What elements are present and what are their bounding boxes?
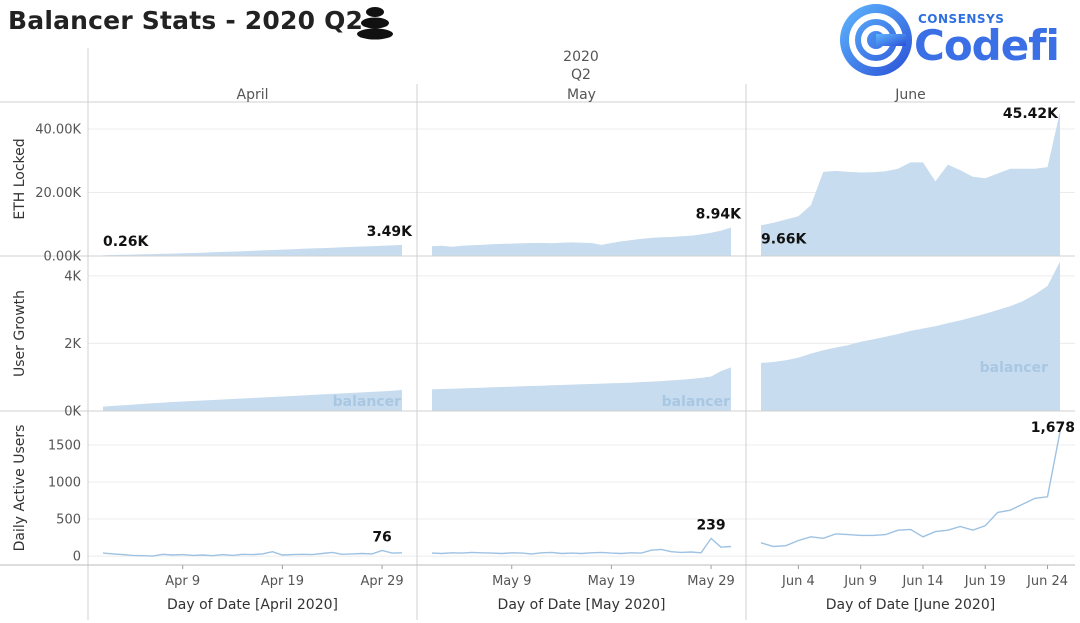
- balancer-logo-icon: [357, 7, 393, 40]
- area-series-0-0: [103, 244, 402, 256]
- balancer-watermark: balancer: [662, 394, 730, 410]
- x-tick-label: Jun 19: [964, 574, 1006, 589]
- column-header-may: May: [567, 87, 596, 103]
- column-header-april: April: [237, 87, 269, 103]
- data-label: 9.66K: [761, 231, 808, 247]
- x-axis-title-june: Day of Date [June 2020]: [826, 597, 995, 613]
- x-tick-label: Apr 9: [165, 574, 200, 589]
- data-label: 45.42K: [1003, 106, 1059, 122]
- data-label: 8.94K: [696, 207, 743, 223]
- header-quarter: Q2: [571, 67, 591, 83]
- x-tick-label: Apr 19: [261, 574, 304, 589]
- header-year: 2020: [563, 49, 599, 65]
- x-tick-label: Jun 14: [901, 574, 943, 589]
- area-series-0-2: [761, 111, 1060, 256]
- line-series-2-0: [102, 549, 403, 557]
- data-label: 76: [372, 529, 391, 545]
- balancer-watermark: balancer: [980, 360, 1048, 376]
- data-label: 0.26K: [103, 234, 150, 250]
- data-label: 3.49K: [367, 224, 414, 240]
- y-tick-label: 0.00K: [44, 250, 82, 265]
- y-axis-title-0: ETH Locked: [12, 138, 28, 219]
- y-tick-label: 40.00K: [35, 123, 81, 138]
- x-tick-label: May 29: [687, 574, 735, 589]
- data-label: 239: [696, 517, 725, 533]
- y-tick-label: 4K: [64, 269, 81, 284]
- y-axis-title-1: User Growth: [12, 290, 28, 377]
- y-axis-title-2: Daily Active Users: [12, 425, 28, 552]
- line-series-2-2: [760, 431, 1061, 548]
- area-series-1-0: [103, 390, 402, 411]
- area-series-0-1: [432, 227, 731, 256]
- column-header-june: June: [894, 87, 926, 103]
- data-label: 1,678: [1031, 420, 1075, 436]
- dashboard-title: Balancer Stats - 2020 Q2: [8, 6, 364, 35]
- line-series-2-1: [431, 537, 732, 555]
- y-tick-label: 20.00K: [35, 186, 81, 201]
- y-tick-label: 2K: [64, 337, 81, 352]
- y-tick-label: 1500: [48, 438, 81, 453]
- x-tick-label: Jun 9: [843, 574, 877, 589]
- x-tick-label: May 9: [492, 574, 531, 589]
- logo-codefi-text: Codefi: [914, 21, 1060, 70]
- x-axis-title-may: Day of Date [May 2020]: [498, 597, 666, 613]
- x-tick-label: Jun 24: [1026, 574, 1068, 589]
- y-tick-label: 1000: [48, 475, 81, 490]
- y-tick-label: 0: [73, 550, 81, 565]
- logo-consensys-text: CONSENSYS: [918, 12, 1005, 26]
- x-tick-label: May 19: [588, 574, 636, 589]
- area-series-1-1: [432, 367, 731, 411]
- balancer-watermark: balancer: [333, 394, 401, 410]
- x-axis-title-april: Day of Date [April 2020]: [167, 597, 338, 613]
- x-tick-label: Apr 29: [360, 574, 403, 589]
- x-tick-label: Jun 4: [781, 574, 815, 589]
- y-tick-label: 500: [56, 513, 81, 528]
- codefi-emblem-icon: [840, 4, 912, 76]
- area-series-1-2: [761, 261, 1060, 411]
- y-tick-label: 0K: [64, 405, 81, 420]
- codefi-logo: CONSENSYS Codefi: [838, 2, 1068, 80]
